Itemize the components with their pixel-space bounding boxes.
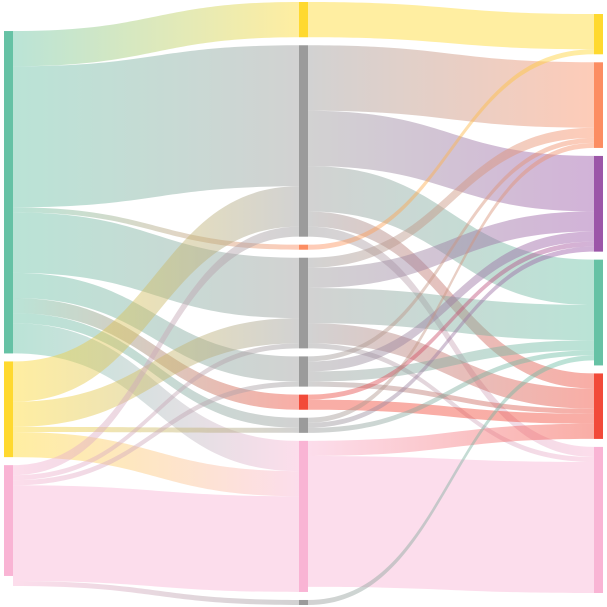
sankey-link-L2-M7 (13, 426, 299, 433)
sankey-node-L2 (4, 361, 13, 458)
sankey-link-L2-M2 (13, 186, 299, 402)
sankey-link-L1-M5 (13, 272, 299, 382)
sankey-link-M4-R2 (308, 127, 594, 268)
sankey-link-M7-R3 (308, 246, 594, 428)
sankey-link-L3-M5 (13, 381, 299, 486)
sankey-node-M5 (299, 356, 308, 387)
sankey-link-L1-M1 (13, 2, 299, 67)
sankey-node-R4 (594, 259, 603, 366)
links-layer (13, 2, 594, 605)
sankey-link-M3-R1 (308, 49, 594, 250)
sankey-node-M7 (299, 417, 308, 433)
sankey-node-M1 (299, 2, 308, 38)
sankey-node-M2 (299, 45, 308, 237)
sankey-link-L1-M2 (13, 45, 299, 208)
sankey-node-L1 (4, 31, 13, 354)
sankey-link-M7-R4 (308, 350, 594, 433)
sankey-node-M8 (299, 440, 308, 592)
sankey-node-L3 (4, 465, 13, 576)
sankey-link-M9-R4 (308, 355, 594, 605)
sankey-node-R3 (594, 155, 603, 252)
sankey-link-L2-M4 (13, 318, 299, 427)
sankey-link-M4-R4 (308, 287, 594, 341)
sankey-link-M8-R5 (308, 423, 594, 456)
sankey-node-R6 (594, 446, 603, 593)
sankey-link-M7-R2 (308, 142, 594, 423)
sankey-link-M5-R5 (308, 381, 594, 414)
sankey-node-M3 (299, 244, 308, 250)
sankey-link-M4-R5 (308, 323, 594, 409)
sankey-link-M2-R6 (308, 226, 594, 457)
sankey-node-R1 (594, 14, 603, 55)
sankey-link-L1-M3 (13, 207, 299, 250)
sankey-link-M2-R2 (308, 45, 594, 128)
sankey-link-L3-M9 (13, 581, 299, 605)
sankey-link-M5-R3 (308, 231, 594, 372)
sankey-link-M6-R3 (308, 241, 594, 400)
sankey-node-R2 (594, 62, 603, 148)
sankey-node-M4 (299, 257, 308, 349)
sankey-link-L1-M4 (13, 212, 299, 319)
sankey-link-M4-R6 (308, 343, 594, 463)
sankey-link-L3-M8 (13, 485, 299, 592)
sankey-link-M8-R6 (308, 455, 594, 593)
sankey-link-M5-R4 (308, 340, 594, 382)
sankey-node-M9 (299, 599, 308, 605)
sankey-node-R5 (594, 373, 603, 439)
sankey-link-L3-M4 (13, 343, 299, 481)
sankey-link-M2-R3 (308, 110, 594, 212)
nodes-layer (4, 2, 603, 605)
sankey-link-M5-R2 (308, 137, 594, 362)
sankey-link-M1-R1 (308, 2, 594, 50)
sankey-link-L3-M2 (13, 226, 299, 476)
sankey-node-M6 (299, 394, 308, 410)
